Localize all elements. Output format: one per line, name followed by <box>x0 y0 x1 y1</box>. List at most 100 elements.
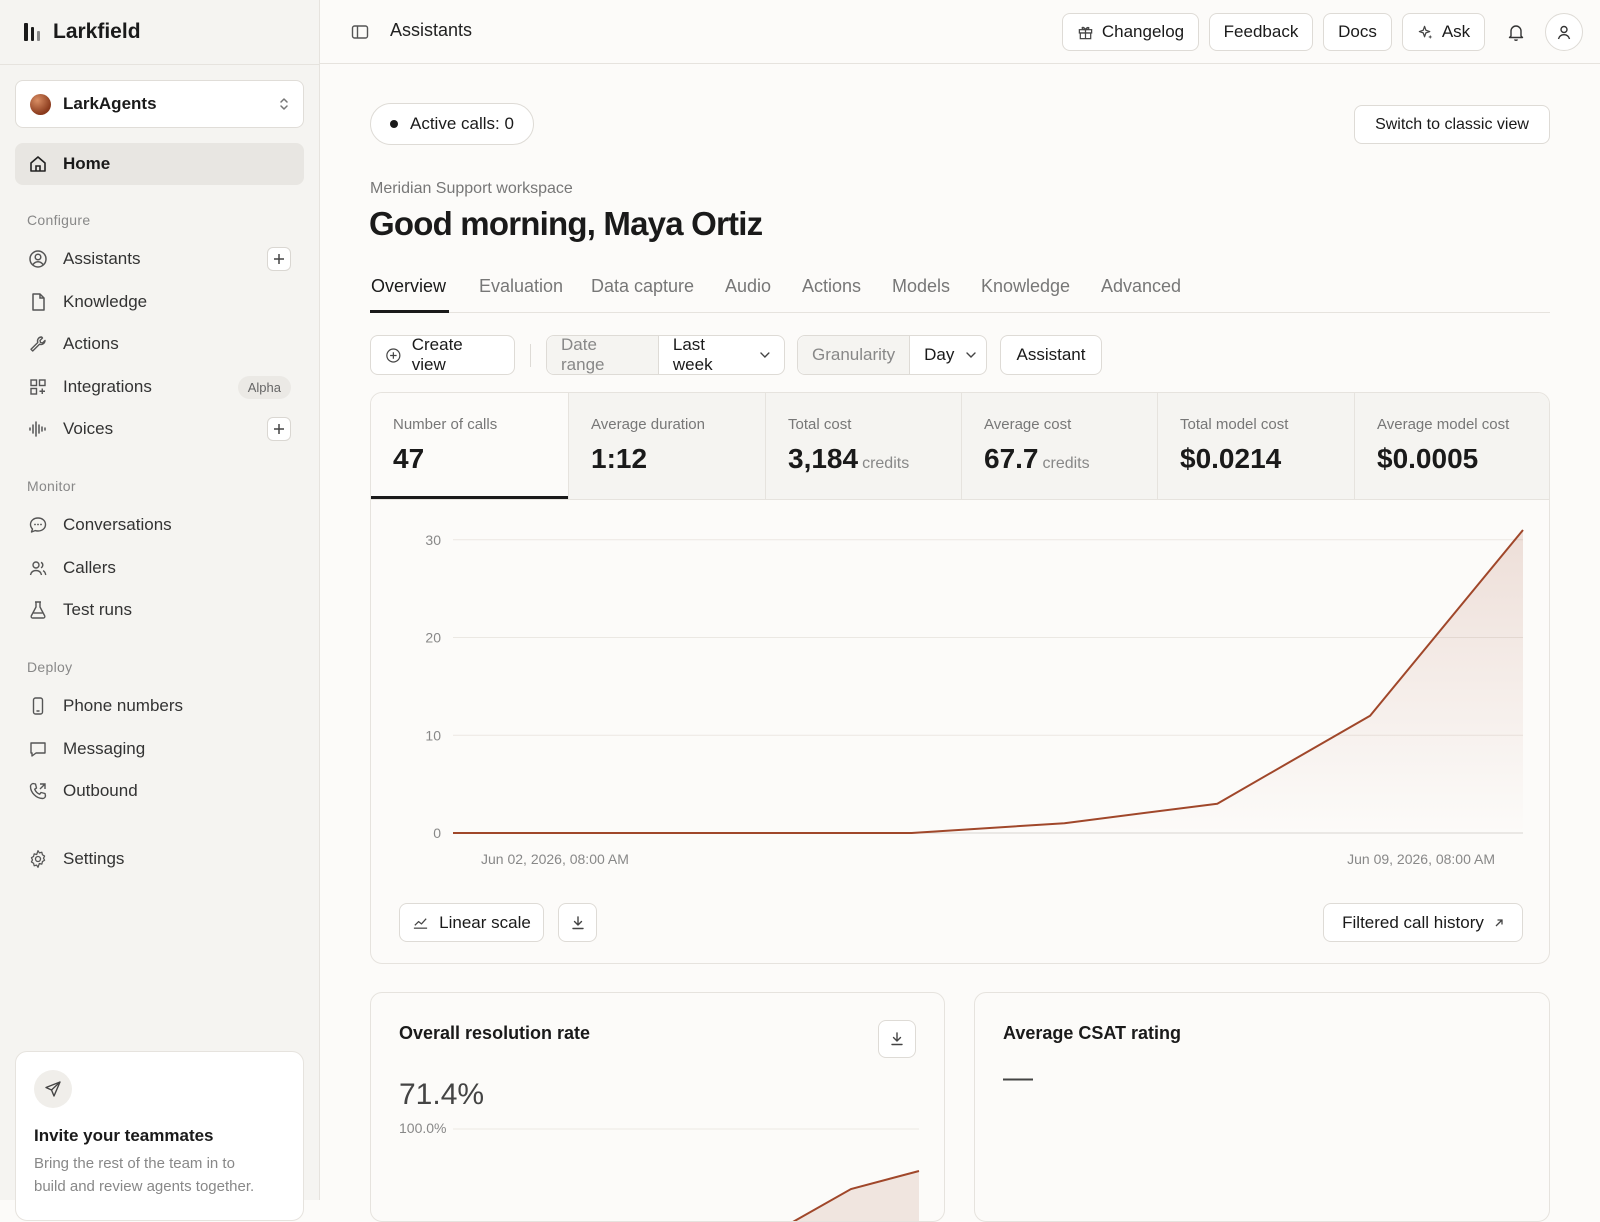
docs-label: Docs <box>1338 22 1377 42</box>
tab-advanced[interactable]: Advanced <box>1101 276 1181 297</box>
metric-label: Average model cost <box>1377 416 1509 433</box>
chevron-down-icon <box>760 352 770 358</box>
series-area <box>453 530 1523 833</box>
metric-average-model-cost[interactable]: Average model cost $0.0005 <box>1354 393 1550 499</box>
csat-title: Average CSAT rating <box>1003 1023 1181 1044</box>
tab-overview[interactable]: Overview <box>371 276 446 297</box>
chevron-updown-icon <box>279 97 289 111</box>
gear-icon <box>28 849 48 869</box>
invite-card[interactable]: Invite your teammates Bring the rest of … <box>15 1051 304 1221</box>
ask-button[interactable]: Ask <box>1402 13 1485 51</box>
changelog-label: Changelog <box>1102 22 1184 42</box>
phone-icon <box>28 696 48 716</box>
gift-icon <box>1077 24 1094 41</box>
grid-icon <box>28 377 48 397</box>
line-chart-icon <box>412 914 429 931</box>
metric-unit: credits <box>862 455 909 472</box>
section-monitor: Monitor <box>27 478 76 494</box>
sidebar-item-actions[interactable]: Actions <box>15 323 304 365</box>
sidebar-item-messaging[interactable]: Messaging <box>15 728 304 770</box>
brand-name: Larkfield <box>53 20 141 44</box>
metric-number-of-calls[interactable]: Number of calls 47 <box>371 393 568 499</box>
users-icon <box>28 558 48 578</box>
metric-label: Number of calls <box>393 416 497 433</box>
sidebar: Larkfield LarkAgents Home Configure Assi… <box>0 0 320 1200</box>
feedback-button[interactable]: Feedback <box>1209 13 1313 51</box>
tab-models[interactable]: Models <box>892 276 950 297</box>
sidebar-item-integrations[interactable]: Integrations Alpha <box>15 366 304 408</box>
top-bar: Assistants Changelog Feedback Docs Ask <box>320 0 1600 64</box>
tab-evaluation[interactable]: Evaluation <box>479 276 563 297</box>
switch-classic-view-button[interactable]: Switch to classic view <box>1354 105 1550 144</box>
docs-button[interactable]: Docs <box>1323 13 1392 51</box>
send-icon <box>44 1080 62 1098</box>
active-calls-status[interactable]: Active calls: 0 <box>370 103 534 145</box>
granularity-label: Granularity <box>798 336 910 374</box>
sidebar-divider <box>0 64 320 65</box>
workspace-name: LarkAgents <box>63 94 157 114</box>
changelog-button[interactable]: Changelog <box>1062 13 1199 51</box>
filter-divider <box>530 344 531 367</box>
brand-logo[interactable]: Larkfield <box>24 18 141 46</box>
section-configure: Configure <box>27 212 90 228</box>
tab-data-capture[interactable]: Data capture <box>591 276 694 297</box>
metric-total-model-cost[interactable]: Total model cost $0.0214 <box>1157 393 1354 499</box>
bell-icon <box>1506 22 1526 42</box>
tab-actions[interactable]: Actions <box>802 276 861 297</box>
metric-value: $0.0005 <box>1377 443 1478 475</box>
sidebar-item-callers[interactable]: Callers <box>15 547 304 589</box>
assistant-filter-label: Assistant <box>1017 345 1086 365</box>
metric-label: Total model cost <box>1180 416 1288 433</box>
create-view-label: Create view <box>412 335 500 375</box>
sidebar-item-voices[interactable]: Voices <box>15 408 304 450</box>
y-tick-label: 10 <box>425 727 441 743</box>
tab-knowledge[interactable]: Knowledge <box>981 276 1070 297</box>
sidebar-item-phone-numbers[interactable]: Phone numbers <box>15 685 304 727</box>
create-view-button[interactable]: Create view <box>370 335 515 375</box>
workspace-switcher[interactable]: LarkAgents <box>15 80 304 128</box>
sidebar-item-assistants[interactable]: Assistants <box>15 238 304 280</box>
sidebar-item-settings[interactable]: Settings <box>15 838 304 880</box>
sidebar-item-test-runs[interactable]: Test runs <box>15 589 304 631</box>
x-tick-label: Jun 02, 2026, 08:00 AM <box>481 851 629 867</box>
active-calls-label: Active calls: 0 <box>410 114 514 134</box>
date-range-value: Last week <box>673 335 748 375</box>
notifications-button[interactable] <box>1504 20 1528 44</box>
sidebar-item-label: Conversations <box>63 515 172 535</box>
sidebar-item-label: Knowledge <box>63 292 147 312</box>
sidebar-toggle-button[interactable] <box>350 22 370 42</box>
feedback-label: Feedback <box>1224 22 1299 42</box>
add-voice-button[interactable] <box>267 417 291 441</box>
date-range-select[interactable]: Date range Last week <box>546 335 785 375</box>
filtered-call-history-link[interactable]: Filtered call history <box>1323 903 1523 942</box>
csat-value: — <box>1003 1061 1033 1095</box>
sidebar-item-home[interactable]: Home <box>15 143 304 185</box>
plus-circle-icon <box>385 347 402 364</box>
add-assistant-button[interactable] <box>267 247 291 271</box>
granularity-value: Day <box>924 345 954 365</box>
metrics-row: Number of calls 47 Average duration 1:12… <box>371 393 1550 500</box>
workspace-avatar <box>30 94 51 115</box>
granularity-select[interactable]: Granularity Day <box>797 335 987 375</box>
sidebar-item-knowledge[interactable]: Knowledge <box>15 281 304 323</box>
metric-average-duration[interactable]: Average duration 1:12 <box>568 393 765 499</box>
sidebar-item-label: Test runs <box>63 600 132 620</box>
sidebar-item-conversations[interactable]: Conversations <box>15 504 304 546</box>
linear-scale-button[interactable]: Linear scale <box>399 903 544 942</box>
user-avatar-button[interactable] <box>1545 13 1583 51</box>
page-title: Good morning, Maya Ortiz <box>369 205 762 243</box>
download-chart-button[interactable] <box>558 903 597 942</box>
assistant-filter-button[interactable]: Assistant <box>1000 335 1102 375</box>
file-icon <box>28 292 48 312</box>
x-tick-label: Jun 09, 2026, 08:00 AM <box>1347 851 1495 867</box>
metric-value: $0.0214 <box>1180 443 1281 475</box>
metric-unit: credits <box>1043 455 1090 472</box>
sidebar-item-outbound[interactable]: Outbound <box>15 770 304 812</box>
y-tick-label: 0 <box>433 825 441 841</box>
tab-bar: Overview Evaluation Data capture Audio A… <box>370 268 1550 313</box>
tab-audio[interactable]: Audio <box>725 276 771 297</box>
